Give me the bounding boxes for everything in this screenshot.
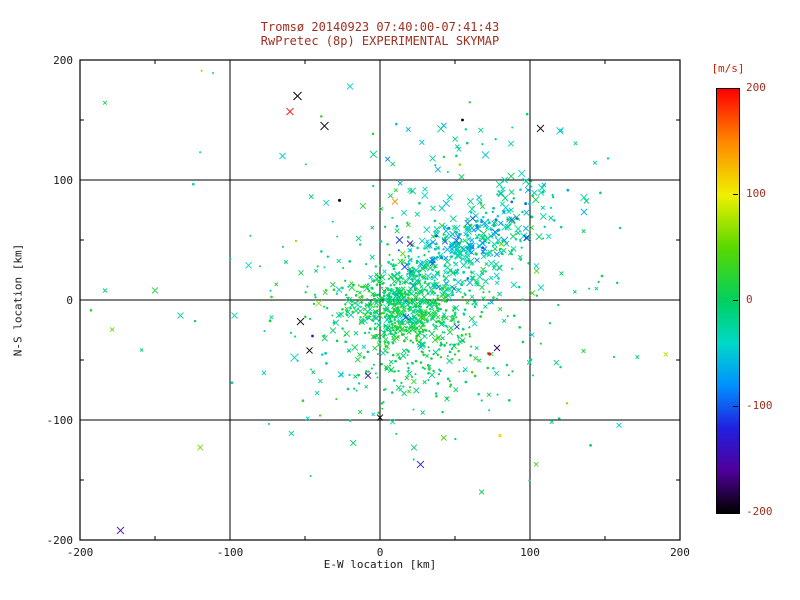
colorbar-tick-mark	[733, 194, 738, 195]
x-axis-label: E-W location [km]	[323, 558, 437, 571]
svg-text:100: 100	[520, 546, 540, 559]
colorbar-tick-label: -200	[746, 505, 773, 518]
colorbar-tick-mark	[733, 88, 738, 89]
svg-text:100: 100	[53, 174, 73, 187]
colorbar-tick-label: 0	[746, 293, 753, 306]
colorbar	[716, 88, 740, 514]
colorbar-tick-mark	[733, 300, 738, 301]
svg-text:-100: -100	[217, 546, 244, 559]
svg-text:-200: -200	[67, 546, 94, 559]
plot-title: Tromsø 20140923 07:40:00-07:41:43 RwPret…	[80, 20, 680, 48]
svg-text:200: 200	[670, 546, 690, 559]
svg-text:0: 0	[66, 294, 73, 307]
scatter-points	[89, 69, 669, 535]
plot-title-line2: RwPretec (8p) EXPERIMENTAL SKYMAP	[260, 34, 500, 48]
axis-ticks	[79, 59, 681, 541]
colorbar-units-label: [m/s]	[711, 62, 745, 75]
colorbar-tick-label: -100	[746, 399, 773, 412]
plot-title-line1: Tromsø 20140923 07:40:00-07:41:43	[260, 20, 500, 34]
svg-text:-200: -200	[47, 534, 74, 547]
svg-text:0: 0	[377, 546, 384, 559]
colorbar-tick-mark	[733, 511, 738, 512]
colorbar-tick-label: 200	[746, 81, 766, 94]
axis-tick-labels: -200 -100 0 100 200 -200 -100 0 100 200	[47, 54, 690, 559]
colorbar-tick-mark	[733, 406, 738, 407]
svg-text:200: 200	[53, 54, 73, 67]
svg-text:-100: -100	[47, 414, 74, 427]
colorbar-tick-label: 100	[746, 187, 766, 200]
